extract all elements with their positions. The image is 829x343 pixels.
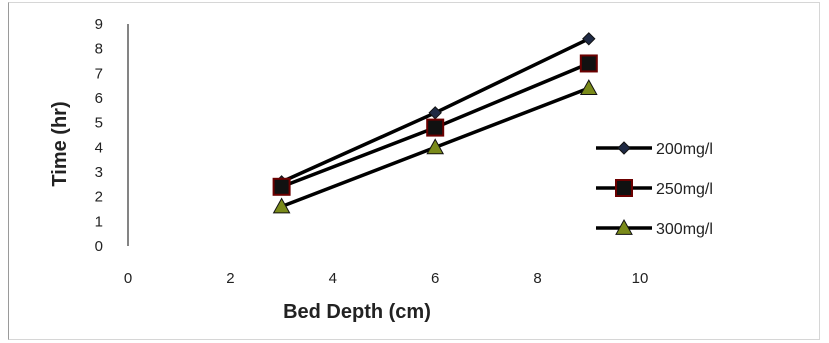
- y-tick-label: 1: [95, 213, 103, 230]
- legend-label: 200mg/l: [656, 141, 713, 158]
- y-tick-label: 6: [95, 90, 103, 107]
- y-tick-label: 5: [95, 115, 103, 132]
- x-axis: 0 2 4 6 8 10: [124, 270, 649, 287]
- y-tick-label: 3: [95, 164, 103, 181]
- legend-label: 300mg/l: [656, 221, 713, 238]
- data-point: [582, 32, 596, 46]
- x-axis-title: Bed Depth (cm): [283, 301, 431, 323]
- x-tick-label: 0: [124, 270, 132, 287]
- data-point: [272, 197, 291, 214]
- y-tick-label: 7: [95, 65, 103, 82]
- data-point: [272, 177, 291, 196]
- y-tick-label: 2: [95, 189, 103, 206]
- data-point: [579, 79, 598, 96]
- y-tick-label: 0: [95, 238, 103, 255]
- y-tick-label: 4: [95, 139, 103, 156]
- series-0: [274, 32, 596, 189]
- y-axis: 0 1 2 3 4 5 6 7 8 9: [95, 16, 129, 255]
- chart-frame: [8, 2, 820, 340]
- series-2: [272, 79, 598, 214]
- x-tick-label: 4: [329, 270, 337, 287]
- x-tick-label: 8: [533, 270, 541, 287]
- data-point: [426, 118, 445, 137]
- legend-item: 200mg/l: [596, 141, 713, 158]
- legend-marker: [617, 141, 631, 155]
- data-point: [428, 106, 442, 120]
- y-tick-label: 8: [95, 41, 103, 58]
- data-point: [579, 54, 598, 73]
- data-point: [426, 138, 445, 155]
- x-tick-label: 10: [632, 270, 649, 287]
- x-tick-label: 6: [431, 270, 439, 287]
- x-tick-label: 2: [226, 270, 234, 287]
- legend-marker: [615, 218, 633, 235]
- legend-marker: [615, 179, 633, 197]
- series-area: [272, 32, 598, 214]
- y-tick-label: 9: [95, 16, 103, 33]
- y-axis-title: Time (hr): [49, 101, 71, 186]
- legend-item: 300mg/l: [596, 218, 713, 238]
- series-1: [272, 54, 598, 196]
- legend: 200mg/l 250mg/l 300mg/l: [596, 141, 713, 238]
- legend-item: 250mg/l: [596, 179, 713, 198]
- legend-label: 250mg/l: [656, 181, 713, 198]
